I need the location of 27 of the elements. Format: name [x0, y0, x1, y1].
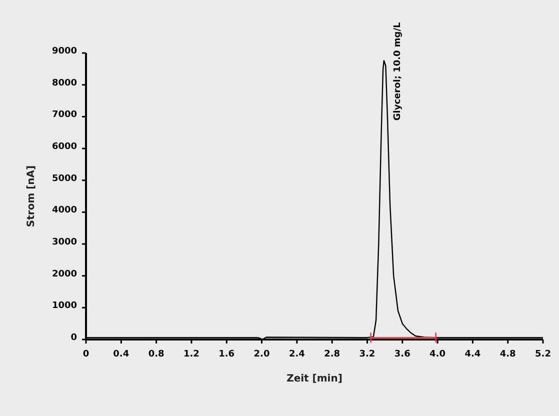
x-tick-label: 0.4 — [113, 350, 130, 360]
x-tick-label: 0 — [82, 350, 90, 360]
x-tick-label: 2.8 — [324, 350, 340, 360]
y-tick-label: 3000 — [52, 237, 77, 248]
y-tick-label: 2000 — [52, 269, 77, 280]
y-axis-title: Strom [nA] — [26, 165, 37, 228]
annotation: Glycerol; 10.0 mg/L — [392, 22, 403, 121]
x-tick-label: 3.6 — [394, 350, 410, 360]
y-tick-label: 0 — [70, 332, 77, 343]
y-tick-label: 5000 — [52, 174, 77, 184]
x-tick-label: 2.4 — [288, 350, 305, 360]
x-tick-label: 3.2 — [359, 350, 376, 360]
x-tick-label: 1.2 — [183, 350, 200, 360]
y-tick-label: 6000 — [52, 142, 77, 152]
y-tick-label: 7000 — [52, 110, 77, 120]
x-tick-label: 0.8 — [148, 350, 164, 360]
x-tick-label: 1.6 — [218, 350, 235, 360]
x-axis-title: Zeit [min] — [286, 374, 342, 384]
x-tick-label: 2.0 — [254, 350, 270, 360]
x-tick-label: 4.8 — [500, 350, 516, 360]
y-tick-label: 8000 — [52, 78, 77, 88]
y-tick-label: 4000 — [52, 206, 77, 216]
y-tick-label: 9000 — [52, 46, 77, 56]
x-tick-label: 4.0 — [430, 350, 446, 360]
x-tick-label: 4.4 — [464, 350, 481, 360]
x-tick-label: 5.2 — [535, 350, 551, 360]
y-tick-label: 1000 — [52, 301, 77, 312]
